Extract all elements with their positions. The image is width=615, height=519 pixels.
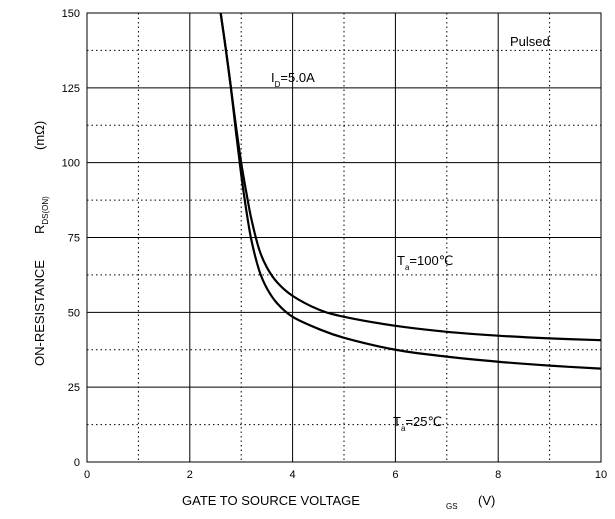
- series-line-ta100: [219, 12, 602, 342]
- y-tick-label: 125: [62, 83, 80, 95]
- y-tick-labels: 0 25 50 75 100 125 150: [62, 8, 80, 469]
- y-tick-label: 50: [68, 307, 80, 319]
- x-tick-label: 10: [595, 469, 607, 481]
- plot-frame: [86, 12, 602, 463]
- series-line-ta25: [219, 12, 602, 370]
- y-axis-label: ON-RESISTANCE RDS(ON)(mΩ): [32, 121, 50, 366]
- y-tick-label: 25: [68, 382, 80, 394]
- x-tick-labels: 0 2 4 6 8 10: [84, 469, 607, 481]
- x-tick-label: 6: [392, 469, 398, 481]
- x-tick-label: 0: [84, 469, 90, 481]
- grid: [87, 13, 601, 462]
- id-annotation: ID=5.0A: [271, 70, 315, 89]
- y-tick-label: 150: [62, 8, 80, 20]
- y-tick-label: 75: [68, 233, 80, 245]
- ta100-annotation: Ta=100℃: [397, 253, 453, 272]
- x-axis-label: GATE TO SOURCE VOLTAGE GS (V): [182, 493, 495, 512]
- pulsed-label: Pulsed: [510, 34, 550, 49]
- series-layer: [219, 12, 602, 370]
- x-tick-label: 2: [187, 469, 193, 481]
- x-tick-label: 4: [290, 469, 296, 481]
- x-tick-label: 8: [495, 469, 501, 481]
- y-tick-label: 100: [62, 158, 80, 170]
- ta25-annotation: Ta=25℃: [393, 414, 442, 433]
- y-tick-label: 0: [74, 457, 80, 469]
